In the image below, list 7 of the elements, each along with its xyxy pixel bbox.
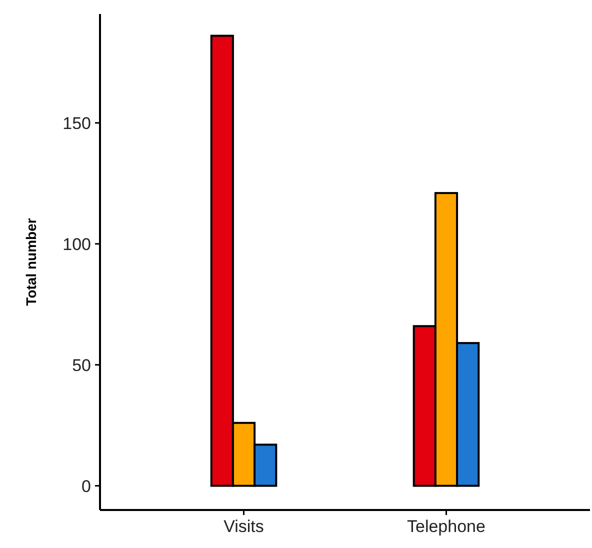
x-tick-label: Telephone xyxy=(407,517,486,536)
y-axis-title: Total number xyxy=(23,218,39,306)
y-tick-label: 100 xyxy=(62,234,91,254)
y-tick-label: 150 xyxy=(62,114,91,133)
x-tick-label: Visits xyxy=(224,517,264,536)
y-tick-label: 50 xyxy=(72,356,91,375)
y-tick-label: 0 xyxy=(82,476,91,496)
